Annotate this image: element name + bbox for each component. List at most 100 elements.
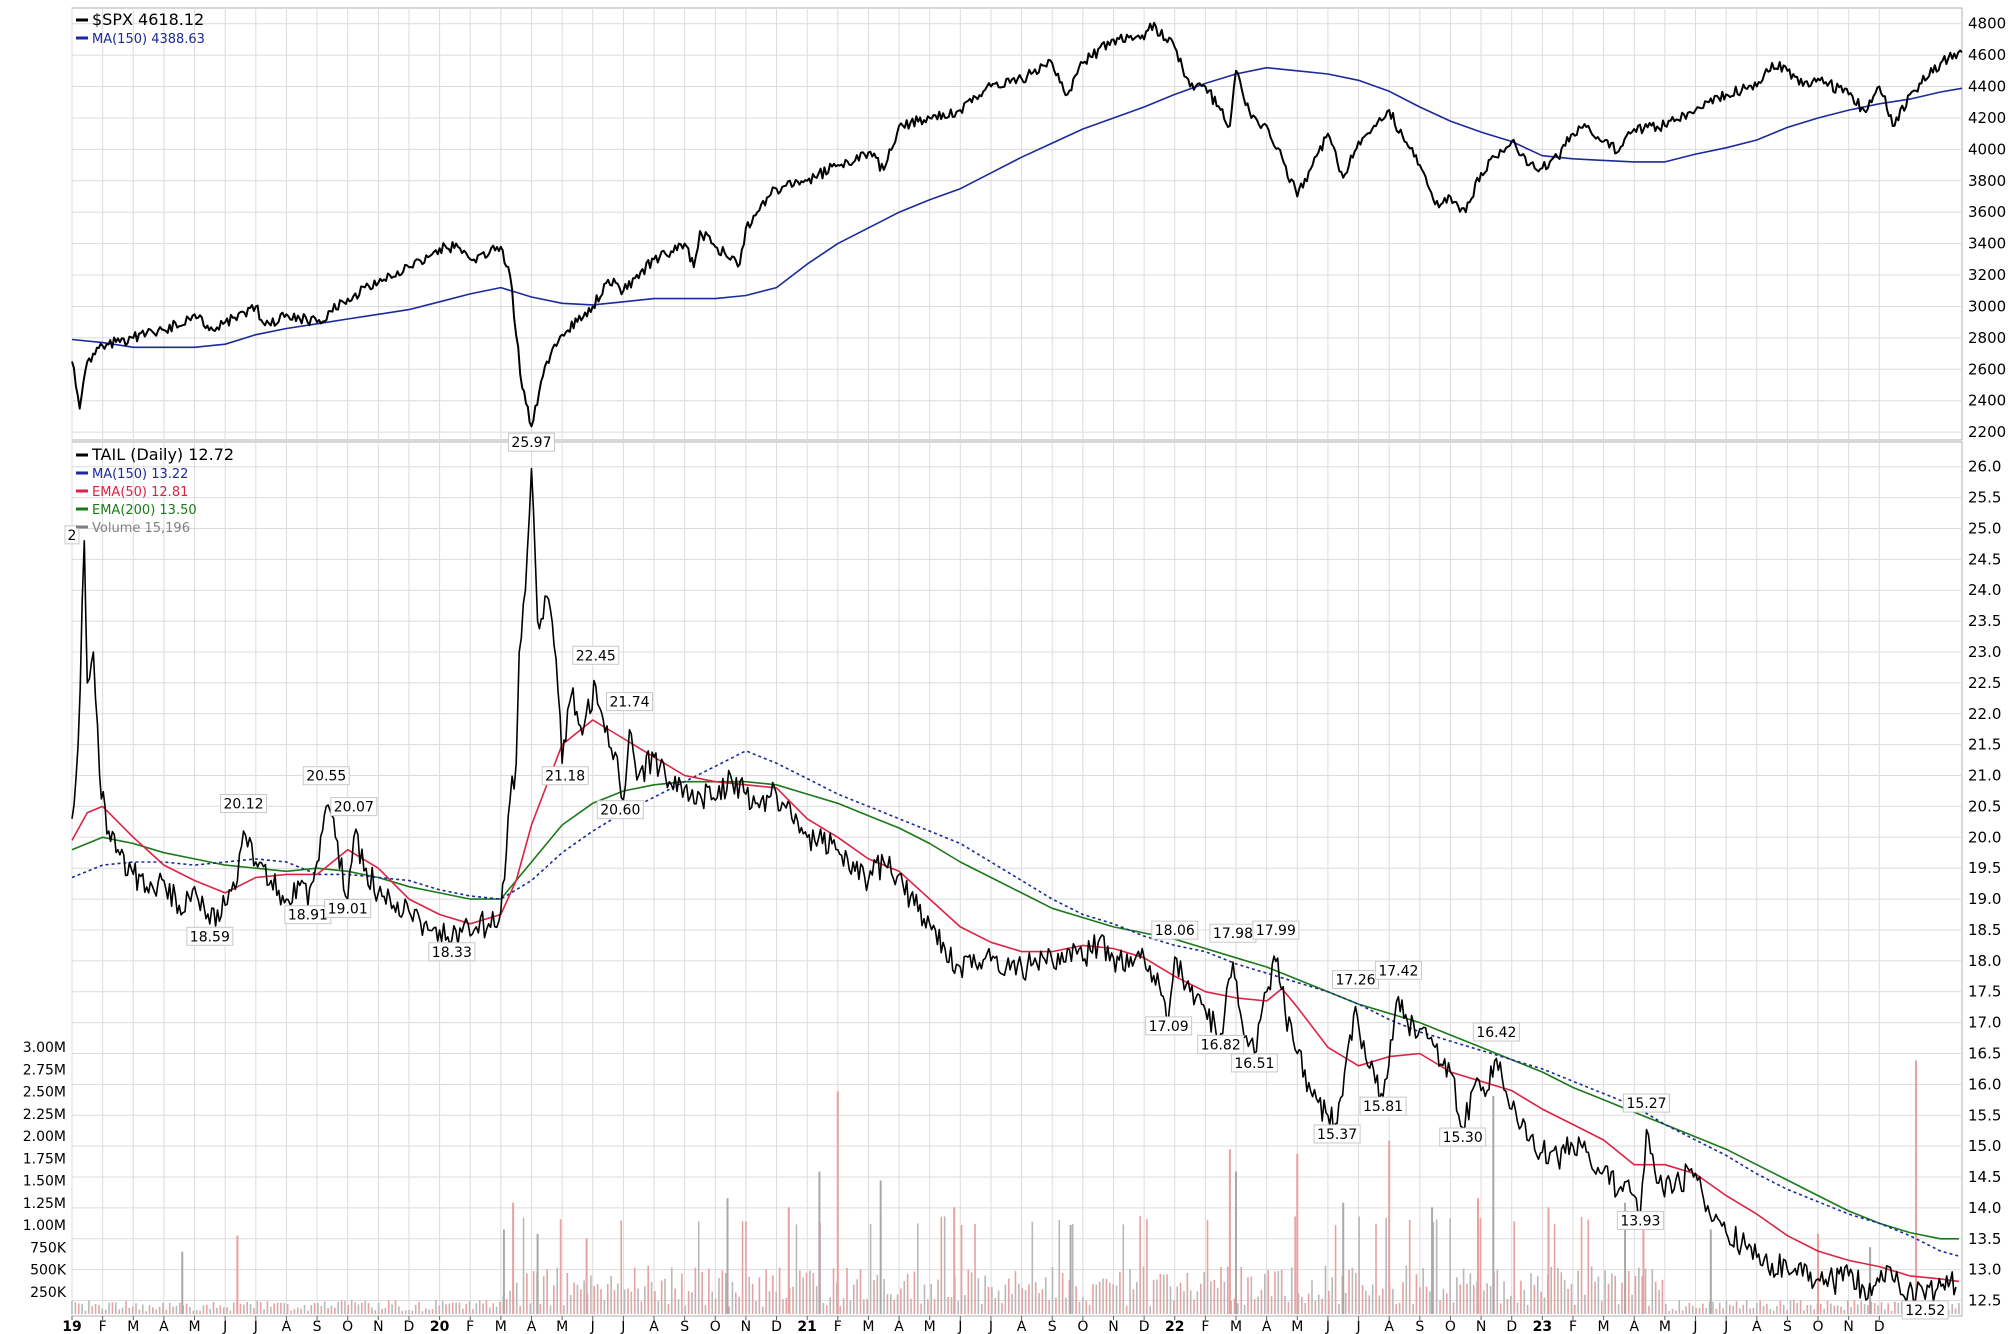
bottom-y-tick-label: 20.5: [1968, 797, 2001, 815]
volume-tick-label: 500K: [30, 1263, 67, 1279]
x-tick-label: O: [710, 1319, 721, 1334]
volume-tick-label: 3.00M: [23, 1040, 66, 1056]
volume-tick-label: 2.25M: [23, 1107, 66, 1123]
x-tick-label: M: [1659, 1319, 1671, 1334]
x-tick-label: N: [741, 1319, 751, 1334]
bottom-y-tick-label: 21.0: [1968, 767, 2001, 785]
annotation-box: [1901, 1300, 1949, 1320]
bottom-y-tick-label: 25.5: [1968, 489, 2001, 507]
x-tick-label: D: [1506, 1319, 1517, 1334]
x-tick-label: A: [527, 1319, 537, 1334]
annotation-box: [1359, 1096, 1407, 1116]
x-tick-label: A: [282, 1319, 292, 1334]
bottom-y-tick-label: 22.0: [1968, 705, 2001, 723]
annotation-label: 20.12: [223, 797, 263, 813]
bottom-legend-label: TAIL (Daily) 12.72: [91, 445, 234, 464]
annotation-label: 16.82: [1201, 1037, 1241, 1053]
x-tick-label: S: [1783, 1319, 1792, 1334]
x-tick-label: 21: [797, 1319, 816, 1334]
x-tick-label: J: [988, 1319, 993, 1334]
top-y-tick-label: 4000: [1968, 140, 2006, 158]
x-tick-label: J: [590, 1319, 595, 1334]
bottom-y-tick-label: 23.0: [1968, 643, 2001, 661]
x-tick-label: A: [1384, 1319, 1394, 1334]
bottom-legend-label: EMA(50) 12.81: [92, 485, 188, 500]
annotation-label: 16.42: [1476, 1025, 1516, 1041]
x-tick-label: A: [1629, 1319, 1639, 1334]
bottom-y-tick-label: 14.0: [1968, 1199, 2001, 1217]
annotation-box: [1616, 1210, 1664, 1230]
tail-ema50-line: [71, 719, 1960, 1283]
annotation-box: [428, 942, 476, 962]
x-tick-label: N: [1108, 1319, 1118, 1334]
x-tick-label: M: [495, 1319, 507, 1334]
top-y-tick-label: 4400: [1968, 78, 2006, 96]
top-y-tick-label: 3800: [1968, 172, 2006, 190]
x-tick-label: 19: [62, 1319, 81, 1334]
x-tick-label: F: [1569, 1319, 1577, 1334]
bottom-y-tick-label: 20.0: [1968, 828, 2001, 846]
x-tick-label: M: [127, 1319, 139, 1334]
x-tick-label: S: [1048, 1319, 1057, 1334]
annotation-label: 18.06: [1155, 923, 1195, 939]
bottom-y-tick-label: 13.5: [1968, 1230, 2001, 1248]
top-y-tick-label: 2200: [1968, 423, 2006, 441]
x-tick-label: J: [1325, 1319, 1330, 1334]
annotation-label: 25.97: [511, 435, 551, 451]
bottom-legend-label: MA(150) 13.22: [92, 467, 188, 482]
annotation-label: 20.55: [306, 769, 346, 785]
grid: [71, 7, 1963, 1317]
top-y-tick-label: 4800: [1968, 15, 2006, 33]
x-tick-label: M: [1230, 1319, 1242, 1334]
x-tick-label: J: [620, 1319, 625, 1334]
x-tick-label: J: [1723, 1319, 1728, 1334]
volume-tick-label: 2.50M: [23, 1085, 66, 1101]
annotation-label: 17.09: [1149, 1019, 1189, 1035]
x-tick-label: F: [466, 1319, 474, 1334]
annotation-box: [64, 525, 80, 545]
bottom-y-tick-label: 18.0: [1968, 952, 2001, 970]
top-y-tick-label: 3600: [1968, 203, 2006, 221]
x-tick-label: S: [313, 1319, 322, 1334]
top-y-tick-label: 2800: [1968, 329, 2006, 347]
bottom-y-tick-label: 12.5: [1968, 1292, 2001, 1310]
x-tick-label: J: [957, 1319, 962, 1334]
annotation-label: 21.74: [609, 695, 649, 711]
annotation-box: [302, 766, 350, 786]
spx-ma150-line: [71, 66, 1963, 349]
x-tick-label: M: [188, 1319, 200, 1334]
bottom-y-tick-label: 22.5: [1968, 674, 2001, 692]
top-y-tick-label: 2400: [1968, 392, 2006, 410]
top-y-tick-label: 3400: [1968, 235, 2006, 253]
bottom-y-tick-label: 19.0: [1968, 890, 2001, 908]
bottom-y-tick-label: 24.0: [1968, 581, 2001, 599]
annotation-label: 17.99: [1256, 923, 1296, 939]
volume-tick-label: 750K: [30, 1240, 67, 1256]
annotation-label: 13.93: [1620, 1213, 1660, 1229]
x-tick-label: M: [556, 1319, 568, 1334]
axes: 19 F M A M J J A S O N D 20 F M A M J J A S O N D 21 F M A M J J A S O N D 2…: [23, 15, 2006, 1334]
bottom-y-tick-label: 26.0: [1968, 458, 2001, 476]
volume-tick-label: 250K: [30, 1285, 67, 1301]
x-tick-label: N: [1843, 1319, 1853, 1334]
x-tick-label: S: [1415, 1319, 1424, 1334]
annotation-box: [324, 899, 372, 919]
x-tick-label: J: [1692, 1319, 1697, 1334]
annotation-label: 16.51: [1234, 1056, 1274, 1072]
annotation-box: [1313, 1124, 1361, 1144]
x-tick-label: F: [1201, 1319, 1209, 1334]
annotation-box: [1230, 1053, 1278, 1073]
x-tick-label: D: [1139, 1319, 1150, 1334]
annotation-label: 17.98: [1213, 926, 1253, 942]
annotation-label: 17.26: [1335, 973, 1375, 989]
x-tick-label: M: [1598, 1319, 1610, 1334]
volume-tick-label: 1.75M: [23, 1151, 66, 1167]
bottom-y-tick-label: 18.5: [1968, 921, 2001, 939]
bottom-y-tick-label: 25.0: [1968, 519, 2001, 537]
annotation-box: [186, 926, 234, 946]
top-y-tick-label: 2600: [1968, 360, 2006, 378]
bottom-y-tick-label: 17.5: [1968, 983, 2001, 1001]
x-tick-label: N: [1476, 1319, 1486, 1334]
